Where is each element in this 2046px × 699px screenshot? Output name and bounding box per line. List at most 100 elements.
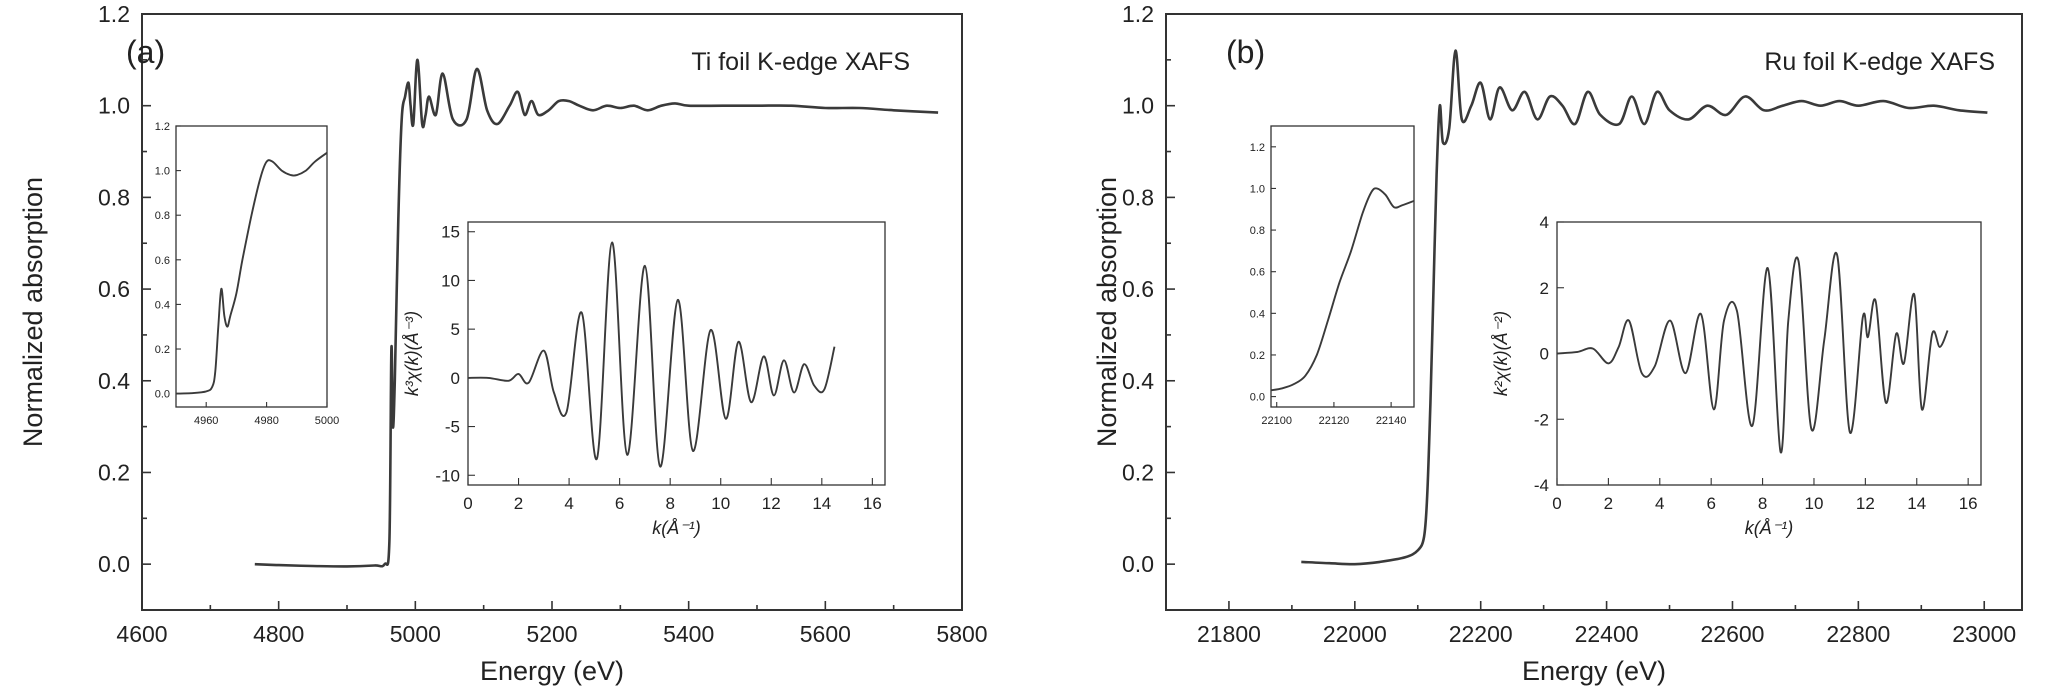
panel-0-inset-0-x-tick-label: 4960 [194,415,218,427]
panel-1-x-tick-label: 22000 [1323,621,1387,647]
panel-1-inset-1-x-tick-label: 10 [1805,494,1824,513]
panel-0-annotation: Ti foil K-edge XAFS [691,48,910,76]
panel-0-inset-0-y-tick-label: 1.0 [155,166,170,178]
panel-0-inset-0-y-tick-label: 0.4 [155,299,170,311]
panel-1-inset-0-y-tick-label: 0.4 [1250,308,1265,320]
panel-1-inset-1-x-tick-label: 16 [1959,494,1978,513]
panel-1-inset-0-y-tick-label: 0.2 [1250,350,1265,362]
panel-1-x-tick-label: 21800 [1197,621,1261,647]
panel-1-inset-1-x-tick-label: 8 [1758,494,1767,513]
panel-0-inset-1-x-axis-title: k(Å⁻¹) [652,518,701,538]
panel-1-inset-0-line [1270,187,1415,392]
panel-0-inset-0-frame [175,125,328,408]
panel-1-label: (b) [1226,34,1265,70]
panel-0-x-tick-label: 5600 [800,621,851,647]
panel-0-inset-1-y-tick-label: 5 [451,320,460,339]
panel-1-y-tick-label: 0.4 [1122,368,1154,394]
panel-1-y-tick-label: 0.2 [1122,459,1154,485]
panel-1-y-tick-label: 1.2 [1122,1,1154,27]
panel-0-inset-1-x-tick-label: 6 [615,494,624,513]
panel-0-y-tick-label: 0.4 [98,368,130,394]
panel-0-series-line [254,58,939,568]
panel-0-inset-1-y-tick-label: 0 [451,369,460,388]
panel-0-y-axis-title: Normalized absorption [18,177,48,447]
panel-0-inset-1-y-tick-label: -5 [445,418,460,437]
panel-1-inset-1-x-tick-label: 6 [1706,494,1715,513]
panel-1-inset-0-y-tick-label: 0.6 [1250,267,1265,279]
panel-0-inset-1-y-tick-label: -10 [435,466,460,485]
panel-1-x-tick-label: 22200 [1449,621,1513,647]
panel-1-inset-1-y-tick-label: -2 [1534,410,1549,429]
panel-1-plot-frame [1165,13,2023,611]
panel-0-x-tick-label: 4800 [253,621,304,647]
panel-1-series-line [1301,49,1988,566]
panel-0-inset-0-background [176,126,327,407]
panel-1-x-tick-label: 22600 [1700,621,1764,647]
panel-0-y-tick-label: 1.2 [98,1,130,27]
panel-0-x-tick-label: 5400 [663,621,714,647]
panel-1-inset-0-y-tick-label: 0.0 [1250,392,1265,404]
panel-1-inset-1-y-tick-label: 4 [1540,213,1549,232]
panel-1-inset-1-background [1557,222,1981,485]
panel-1-inset-0-background [1271,126,1414,407]
panel-1-inset-0-x-tick-label: 22100 [1261,415,1292,427]
panel-1-inset-1-x-axis-title: k(Å⁻¹) [1745,518,1794,538]
panel-1-x-tick-label: 23000 [1952,621,2016,647]
panel-1-inset-0-frame [1270,125,1415,408]
panel-0-inset-1-x-tick-label: 10 [711,494,730,513]
panel-0-inset-1-background [468,222,885,485]
panel-1-inset-0-y-tick-label: 1.0 [1250,183,1265,195]
panel-0-inset-1-x-tick-label: 0 [463,494,472,513]
panel-1-inset-1-x-tick-label: 0 [1552,494,1561,513]
panel-0-y-tick-label: 1.0 [98,93,130,119]
panel-1-y-tick-label: 1.0 [1122,93,1154,119]
panel-1-inset-0-y-tick-label: 1.2 [1250,142,1265,154]
panel-1-inset-1-x-tick-label: 2 [1604,494,1613,513]
panel-0-inset-1-x-tick-label: 2 [514,494,523,513]
panel-0-inset-1-x-tick-label: 16 [863,494,882,513]
panel-0-x-tick-label: 5000 [390,621,441,647]
panel-1-annotation: Ru foil K-edge XAFS [1764,48,1995,76]
panel-1-y-tick-label: 0.8 [1122,184,1154,210]
panel-1-y-tick-label: 0.6 [1122,276,1154,302]
panel-1-inset-1-y-tick-label: 0 [1540,345,1549,364]
panel-0-inset-1-frame [467,221,886,486]
panel-1-inset-1-y-axis-title: k²χ(k)(Å⁻²) [1491,311,1511,396]
panel-0-inset-0-line [175,152,328,395]
panel-0-inset-0-y-tick-label: 0.0 [155,389,170,401]
panel-0-y-tick-label: 0.2 [98,459,130,485]
panel-1-x-tick-label: 22800 [1826,621,1890,647]
panel-1-inset-1-x-tick-label: 14 [1907,494,1926,513]
panel-0-x-tick-label: 4600 [116,621,167,647]
panel-0-inset-0-y-tick-label: 0.6 [155,255,170,267]
panel-1-x-tick-label: 22400 [1575,621,1639,647]
panel-1-inset-0-y-tick-label: 0.8 [1250,225,1265,237]
panel-0-inset-0-y-tick-label: 1.2 [155,121,170,133]
panel-0-y-tick-label: 0.8 [98,184,130,210]
panel-0-inset-0-x-tick-label: 5000 [315,415,339,427]
panel-0-x-axis-title: Energy (eV) [480,656,624,686]
panel-0-inset-1-y-axis-title: k³χ(k)(Å⁻³) [402,311,422,396]
panel-0-inset-1-x-tick-label: 14 [812,494,831,513]
panel-1-inset-1-x-tick-label: 4 [1655,494,1664,513]
panel-1-y-tick-label: 0.0 [1122,551,1154,577]
panel-1-inset-1-y-tick-label: 2 [1540,279,1549,298]
panel-1-x-axis-title: Energy (eV) [1522,656,1666,686]
panel-0-inset-1-x-tick-label: 4 [564,494,573,513]
panel-0-label: (a) [126,34,165,70]
panel-0-inset-1-line [467,241,836,468]
panel-1-inset-1-y-tick-label: -4 [1534,476,1549,495]
panel-0-inset-0-y-tick-label: 0.2 [155,344,170,356]
panel-0-x-tick-label: 5800 [936,621,987,647]
panel-0-inset-1-y-tick-label: 15 [441,223,460,242]
panel-0-x-tick-label: 5200 [526,621,577,647]
panel-0-y-tick-label: 0.6 [98,276,130,302]
panel-0-inset-0-x-tick-label: 4980 [254,415,278,427]
panel-0-inset-0-y-tick-label: 0.8 [155,210,170,222]
panel-0-inset-1-x-tick-label: 12 [762,494,781,513]
panel-1-inset-0-x-tick-label: 22140 [1376,415,1407,427]
panel-1-inset-1-line [1556,251,1949,454]
panel-1-inset-0-x-tick-label: 22120 [1319,415,1350,427]
